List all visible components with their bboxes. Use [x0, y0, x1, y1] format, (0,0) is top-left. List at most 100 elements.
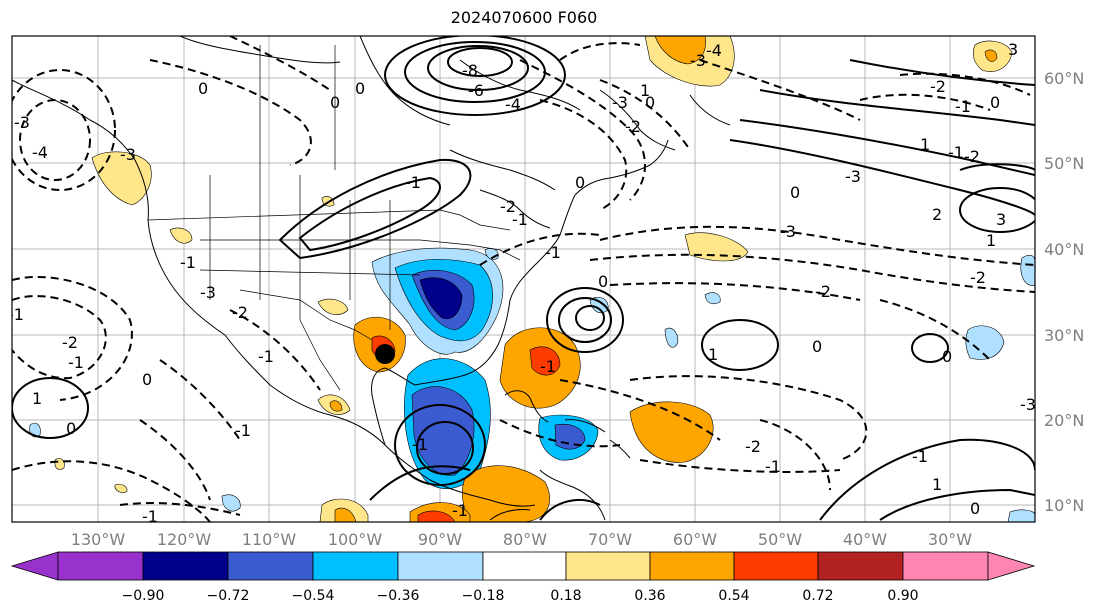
colorbar-extend-low	[10, 551, 59, 581]
contour-label: 3	[1008, 40, 1018, 59]
colorbar-tick: −0.36	[377, 588, 420, 604]
contour-label: -1	[955, 97, 971, 116]
contour-label: -6	[468, 81, 484, 100]
contour-label: -2	[930, 77, 946, 96]
contour-label: -1	[235, 421, 251, 440]
colorbar-tick: −0.54	[292, 588, 335, 604]
contour-label: -3	[780, 222, 796, 241]
contour-label: 1	[708, 345, 718, 364]
contour-label: 0	[812, 337, 822, 356]
lat-label: 50°N	[1044, 154, 1084, 173]
contour-label: 0	[142, 370, 152, 389]
colorbar-tick: 0.72	[802, 588, 833, 604]
colorbar-tick: 0.36	[634, 588, 665, 604]
longitude-labels: 130°W 120°W 110°W 100°W 90°W 80°W 70°W 6…	[71, 530, 972, 549]
contour-label: -3	[845, 167, 861, 186]
political-borders	[147, 45, 521, 391]
colorbar-ticks: −0.90 −0.72 −0.54 −0.36 −0.18 0.18 0.36 …	[122, 588, 919, 604]
contour-label: 0	[198, 79, 208, 98]
contour-label: 1	[986, 231, 996, 250]
lon-label: 40°W	[843, 530, 887, 549]
contour-label: 3	[996, 210, 1006, 229]
contour-label: -3	[690, 51, 706, 70]
contour-label: 1	[640, 81, 650, 100]
contour-label: -4	[706, 41, 722, 60]
lon-label: 110°W	[242, 530, 297, 549]
contour-label: -1	[512, 210, 528, 229]
contours-solid	[12, 36, 1035, 521]
contour-label: -1	[948, 143, 964, 162]
lon-label: 30°W	[928, 530, 972, 549]
contour-label: -4	[32, 143, 48, 162]
colorbar-tick: 0.90	[887, 588, 918, 604]
contour-label: 0	[355, 79, 365, 98]
colorbar	[10, 551, 1036, 581]
contour-label: 0	[575, 173, 585, 192]
contour-label: -1	[180, 253, 196, 272]
contour-label: -3	[612, 93, 628, 112]
contour-label: -1	[412, 435, 428, 454]
lon-label: 50°W	[758, 530, 802, 549]
contour-label: 1	[32, 389, 42, 408]
contour-label: -2	[745, 437, 761, 456]
contour-label: -1	[452, 501, 468, 520]
contour-label: -2	[964, 147, 980, 166]
colorbar-tick: −0.90	[122, 588, 165, 604]
contour-label: -1	[540, 357, 556, 376]
contour-label: -8	[462, 61, 478, 80]
contour-label: -2	[815, 282, 831, 301]
contour-label: -3	[14, 113, 30, 132]
contours-dashed	[12, 36, 1035, 522]
lon-label: 90°W	[418, 530, 462, 549]
contour-label: -4	[505, 95, 521, 114]
contour-label: -3	[120, 145, 136, 164]
latitude-labels: 60°N 50°N 40°N 30°N 20°N 10°N	[1044, 69, 1084, 515]
contour-label: 0	[942, 347, 952, 366]
contour-label: -1	[545, 243, 561, 262]
lon-label: 100°W	[328, 530, 383, 549]
contour-label: -1	[765, 457, 781, 476]
lat-label: 40°N	[1044, 240, 1084, 259]
lat-label: 20°N	[1044, 411, 1084, 430]
contour-label: -1	[142, 507, 158, 526]
contour-label: -1	[405, 173, 421, 192]
colorbar-extend-high	[987, 551, 1036, 581]
contour-label: -1	[8, 305, 24, 324]
lon-label: 80°W	[503, 530, 547, 549]
colorbar-tick: −0.18	[462, 588, 505, 604]
lon-label: 70°W	[588, 530, 632, 549]
lon-label: 120°W	[157, 530, 212, 549]
lat-label: 60°N	[1044, 69, 1084, 88]
contour-label: 1	[920, 135, 930, 154]
contour-label: -2	[625, 117, 641, 136]
contour-label: -2	[62, 333, 78, 352]
contour-label: 0	[970, 499, 980, 518]
contour-label: -1	[912, 447, 928, 466]
colorbar-tick: 0.54	[718, 588, 749, 604]
cyclone-center-marker	[375, 344, 395, 364]
contour-label: 1	[932, 475, 942, 494]
map-frame	[11, 35, 1036, 523]
map-panel: -3 -4 -3 0 0 -1 -3 -2 -1 -8 -6 -4 -3 -3 …	[8, 36, 1036, 526]
contour-label: 0	[645, 93, 655, 112]
contour-label: 0	[66, 419, 76, 438]
contour-label: 0	[990, 93, 1000, 112]
shaded-anomaly-fields	[29, 36, 1035, 522]
lat-label: 10°N	[1044, 496, 1084, 515]
colorbar-tick: 0.18	[550, 588, 581, 604]
contour-label: -1	[68, 353, 84, 372]
contour-labels: -3 -4 -3 0 0 -1 -3 -2 -1 -8 -6 -4 -3 -3 …	[8, 40, 1036, 526]
contour-label: 0	[330, 93, 340, 112]
map-title: 2024070600 F060	[450, 8, 598, 27]
contour-label: -2	[970, 268, 986, 287]
contour-label: 0	[790, 183, 800, 202]
colorbar-tick: −0.72	[207, 588, 250, 604]
lat-label: 30°N	[1044, 326, 1084, 345]
contour-label: 2	[932, 205, 942, 224]
contour-label: -1	[258, 347, 274, 366]
contour-label: -3	[1020, 395, 1036, 414]
contour-label: -3	[200, 283, 216, 302]
lon-label: 130°W	[71, 530, 126, 549]
coastlines	[12, 36, 731, 521]
